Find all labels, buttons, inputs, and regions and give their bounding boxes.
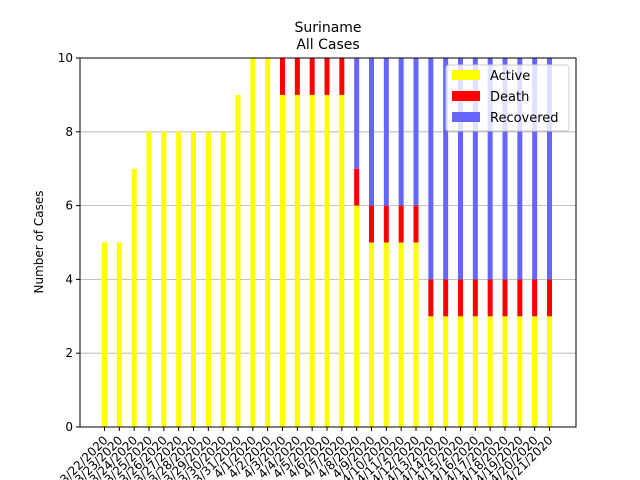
legend-swatch-recovered (452, 112, 480, 122)
bar-recovered-29 (532, 58, 538, 280)
bar-recovered-21 (413, 58, 419, 206)
bar-death-13 (294, 58, 300, 95)
bar-death-17 (354, 168, 360, 206)
bar-active-25 (472, 316, 478, 427)
bar-active-12 (280, 94, 285, 428)
plot-frame (79, 57, 577, 428)
y-tick-label: 2 (65, 346, 73, 360)
bar-recovered-22 (428, 58, 434, 280)
bar-death-29 (532, 279, 538, 317)
bar-death-27 (502, 279, 508, 317)
legend-label-recovered: Recovered (490, 111, 559, 126)
bar-active-29 (532, 316, 538, 427)
bar-active-3 (146, 131, 152, 428)
bar-death-23 (443, 279, 449, 317)
bar-death-16 (339, 58, 345, 95)
legend-swatch-death (452, 91, 480, 101)
bar-death-26 (487, 279, 493, 317)
bar-recovered-24 (458, 58, 463, 280)
bar-active-13 (294, 94, 300, 428)
y-axis-label: Number of Cases (32, 190, 46, 293)
legend: Active Death Recovered (445, 64, 570, 132)
bar-recovered-20 (398, 58, 404, 206)
x-axis: 3/22/20203/23/20203/24/20203/25/20203/26… (57, 427, 556, 480)
y-tick-label: 4 (65, 272, 73, 286)
bar-recovered-19 (383, 58, 389, 206)
bar-active-19 (383, 242, 389, 427)
bar-recovered-25 (472, 58, 478, 280)
bar-active-24 (458, 316, 463, 427)
bar-active-16 (339, 94, 345, 428)
bar-active-30 (547, 316, 552, 427)
bar-death-14 (309, 58, 315, 95)
y-tick-label: 0 (65, 420, 73, 434)
bar-death-30 (547, 279, 552, 317)
bar-death-12 (280, 58, 285, 95)
bar-recovered-17 (354, 58, 360, 169)
chart-title: Suriname (294, 20, 361, 36)
bar-active-26 (487, 316, 493, 427)
bar-recovered-27 (502, 58, 508, 280)
bar-death-20 (398, 205, 404, 243)
bar-active-17 (354, 205, 360, 427)
bar-recovered-28 (517, 58, 523, 280)
bar-active-7 (205, 131, 211, 428)
bar-death-25 (472, 279, 478, 317)
y-tick-label: 10 (58, 51, 73, 65)
legend-label-death: Death (490, 90, 529, 105)
bar-death-22 (428, 279, 434, 317)
bar-active-8 (220, 131, 226, 428)
bar-active-15 (324, 94, 330, 428)
bar-death-18 (369, 205, 374, 243)
bar-recovered-30 (547, 58, 552, 280)
bar-active-28 (517, 316, 523, 427)
chart-subtitle: All Cases (296, 37, 359, 53)
bar-recovered-18 (369, 58, 374, 206)
bar-active-9 (235, 94, 241, 428)
bars (102, 58, 552, 428)
bar-active-10 (250, 58, 256, 427)
bar-active-1 (116, 242, 122, 427)
bar-active-11 (265, 58, 271, 427)
bar-active-5 (176, 131, 182, 428)
bar-death-19 (383, 205, 389, 243)
bar-recovered-23 (443, 58, 449, 280)
bar-active-14 (309, 94, 315, 428)
legend-swatch-active (452, 70, 480, 80)
bar-active-4 (161, 131, 167, 428)
bar-active-2 (131, 168, 137, 427)
bar-active-6 (191, 131, 196, 428)
bar-active-21 (413, 242, 419, 427)
bar-active-0 (102, 242, 107, 427)
y-axis: 0 2 4 6 8 10 (58, 51, 80, 434)
bar-death-15 (324, 58, 330, 95)
bar-active-27 (502, 316, 508, 427)
legend-label-active: Active (490, 69, 530, 84)
y-tick-label: 6 (65, 199, 73, 213)
bar-death-21 (413, 205, 419, 243)
bar-active-22 (428, 316, 434, 427)
bar-active-20 (398, 242, 404, 427)
bar-death-24 (458, 279, 463, 317)
bar-recovered-26 (487, 58, 493, 280)
bar-death-28 (517, 279, 523, 317)
bar-active-23 (443, 316, 449, 427)
bar-active-18 (369, 242, 374, 427)
y-tick-label: 8 (65, 125, 73, 139)
